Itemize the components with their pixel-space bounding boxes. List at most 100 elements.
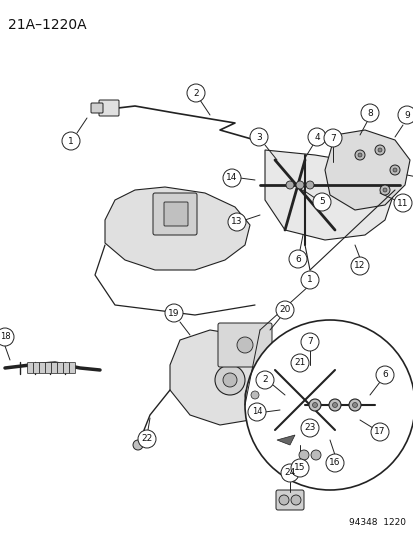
Text: 13: 13 — [231, 217, 242, 227]
Text: 7: 7 — [329, 133, 335, 142]
Circle shape — [379, 185, 389, 195]
Text: 5: 5 — [318, 198, 324, 206]
Text: 21A–1220A: 21A–1220A — [8, 18, 86, 32]
FancyBboxPatch shape — [63, 362, 69, 374]
Circle shape — [325, 454, 343, 472]
Circle shape — [323, 129, 341, 147]
Text: 6: 6 — [294, 254, 300, 263]
FancyBboxPatch shape — [33, 362, 39, 374]
FancyBboxPatch shape — [275, 490, 303, 510]
Circle shape — [305, 181, 313, 189]
Circle shape — [300, 419, 318, 437]
FancyBboxPatch shape — [57, 362, 63, 374]
Text: 24: 24 — [284, 469, 295, 478]
Circle shape — [360, 104, 378, 122]
FancyBboxPatch shape — [164, 202, 188, 226]
Circle shape — [375, 366, 393, 384]
Polygon shape — [324, 130, 409, 210]
FancyBboxPatch shape — [153, 193, 197, 235]
Circle shape — [0, 328, 14, 346]
FancyBboxPatch shape — [295, 445, 323, 465]
Circle shape — [348, 399, 360, 411]
Circle shape — [374, 145, 384, 155]
Circle shape — [312, 402, 317, 408]
Text: 1: 1 — [68, 136, 74, 146]
Circle shape — [228, 213, 245, 231]
Circle shape — [285, 181, 293, 189]
FancyBboxPatch shape — [99, 100, 119, 116]
Circle shape — [223, 169, 240, 187]
Circle shape — [138, 430, 156, 448]
Circle shape — [307, 128, 325, 146]
Circle shape — [214, 365, 244, 395]
Text: 18: 18 — [0, 333, 10, 342]
Polygon shape — [105, 187, 249, 270]
Text: 17: 17 — [373, 427, 385, 437]
Circle shape — [244, 385, 264, 405]
Circle shape — [295, 181, 303, 189]
Text: 14: 14 — [226, 174, 237, 182]
Circle shape — [187, 84, 204, 102]
FancyBboxPatch shape — [218, 323, 271, 367]
Circle shape — [357, 153, 361, 157]
Circle shape — [392, 168, 396, 172]
Circle shape — [288, 250, 306, 268]
Circle shape — [300, 333, 318, 351]
FancyBboxPatch shape — [51, 362, 57, 374]
Circle shape — [310, 450, 320, 460]
Circle shape — [300, 271, 318, 289]
Circle shape — [312, 193, 330, 211]
Text: 2: 2 — [261, 376, 267, 384]
Circle shape — [377, 148, 381, 152]
Circle shape — [393, 194, 411, 212]
Circle shape — [250, 391, 259, 399]
Text: 8: 8 — [366, 109, 372, 117]
Circle shape — [165, 304, 183, 322]
Polygon shape — [264, 150, 394, 240]
Text: 94348  1220: 94348 1220 — [348, 518, 405, 527]
Text: 23: 23 — [304, 424, 315, 432]
Text: 3: 3 — [256, 133, 261, 141]
Circle shape — [247, 403, 266, 421]
Circle shape — [223, 373, 236, 387]
Text: 16: 16 — [328, 458, 340, 467]
Text: 12: 12 — [354, 262, 365, 271]
Circle shape — [290, 354, 308, 372]
Text: 7: 7 — [306, 337, 312, 346]
Circle shape — [244, 320, 413, 490]
Circle shape — [350, 257, 368, 275]
Text: 6: 6 — [381, 370, 387, 379]
Circle shape — [290, 495, 300, 505]
Circle shape — [298, 450, 308, 460]
Circle shape — [351, 402, 357, 408]
FancyBboxPatch shape — [45, 362, 51, 374]
Text: 11: 11 — [396, 198, 408, 207]
Circle shape — [389, 165, 399, 175]
Polygon shape — [170, 330, 284, 425]
Circle shape — [382, 188, 386, 192]
Circle shape — [328, 399, 340, 411]
Circle shape — [236, 337, 252, 353]
Circle shape — [370, 423, 388, 441]
Text: 21: 21 — [294, 359, 305, 367]
Text: 22: 22 — [141, 434, 152, 443]
Circle shape — [249, 128, 267, 146]
FancyBboxPatch shape — [39, 362, 45, 374]
Text: 15: 15 — [294, 464, 305, 472]
Circle shape — [275, 301, 293, 319]
Text: 19: 19 — [168, 309, 179, 318]
FancyBboxPatch shape — [69, 362, 75, 374]
Circle shape — [278, 495, 288, 505]
Text: 20: 20 — [279, 305, 290, 314]
Text: 4: 4 — [313, 133, 319, 141]
Circle shape — [332, 402, 337, 408]
FancyBboxPatch shape — [91, 103, 103, 113]
Circle shape — [397, 106, 413, 124]
Circle shape — [308, 399, 320, 411]
Text: 2: 2 — [193, 88, 198, 98]
Polygon shape — [276, 435, 294, 445]
Circle shape — [62, 132, 80, 150]
FancyBboxPatch shape — [27, 362, 33, 374]
Text: 14: 14 — [251, 408, 261, 416]
Circle shape — [354, 150, 364, 160]
